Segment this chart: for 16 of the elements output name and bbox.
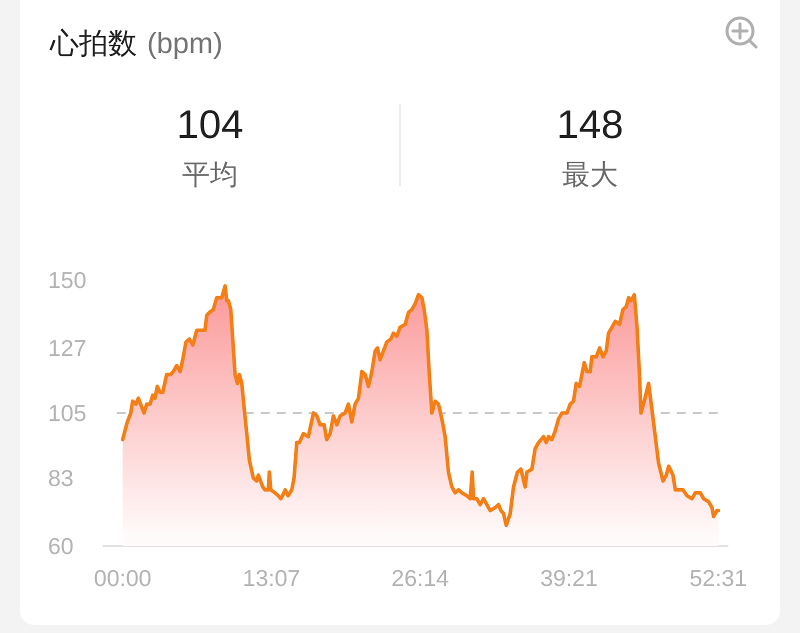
y-tick-label: 60 bbox=[48, 533, 74, 559]
text: 104 bbox=[176, 103, 244, 147]
x-tick-label: 13:07 bbox=[242, 565, 300, 591]
y-tick-label: 105 bbox=[48, 400, 86, 426]
y-tick-label: 150 bbox=[48, 267, 86, 293]
text: 148 bbox=[556, 103, 624, 147]
x-tick-label: 52:31 bbox=[690, 565, 748, 591]
chart-subtitle: (bpm) bbox=[147, 28, 223, 60]
text: 最大 bbox=[562, 159, 618, 190]
x-tick-label: 00:00 bbox=[94, 565, 152, 591]
x-tick-label: 26:14 bbox=[391, 565, 450, 591]
y-tick-label: 83 bbox=[48, 465, 74, 492]
x-tick-label: 39:21 bbox=[540, 565, 598, 591]
y-tick-label: 127 bbox=[48, 334, 86, 361]
text: 平均 bbox=[182, 159, 238, 190]
chart-title: 心拍数 bbox=[49, 28, 137, 60]
